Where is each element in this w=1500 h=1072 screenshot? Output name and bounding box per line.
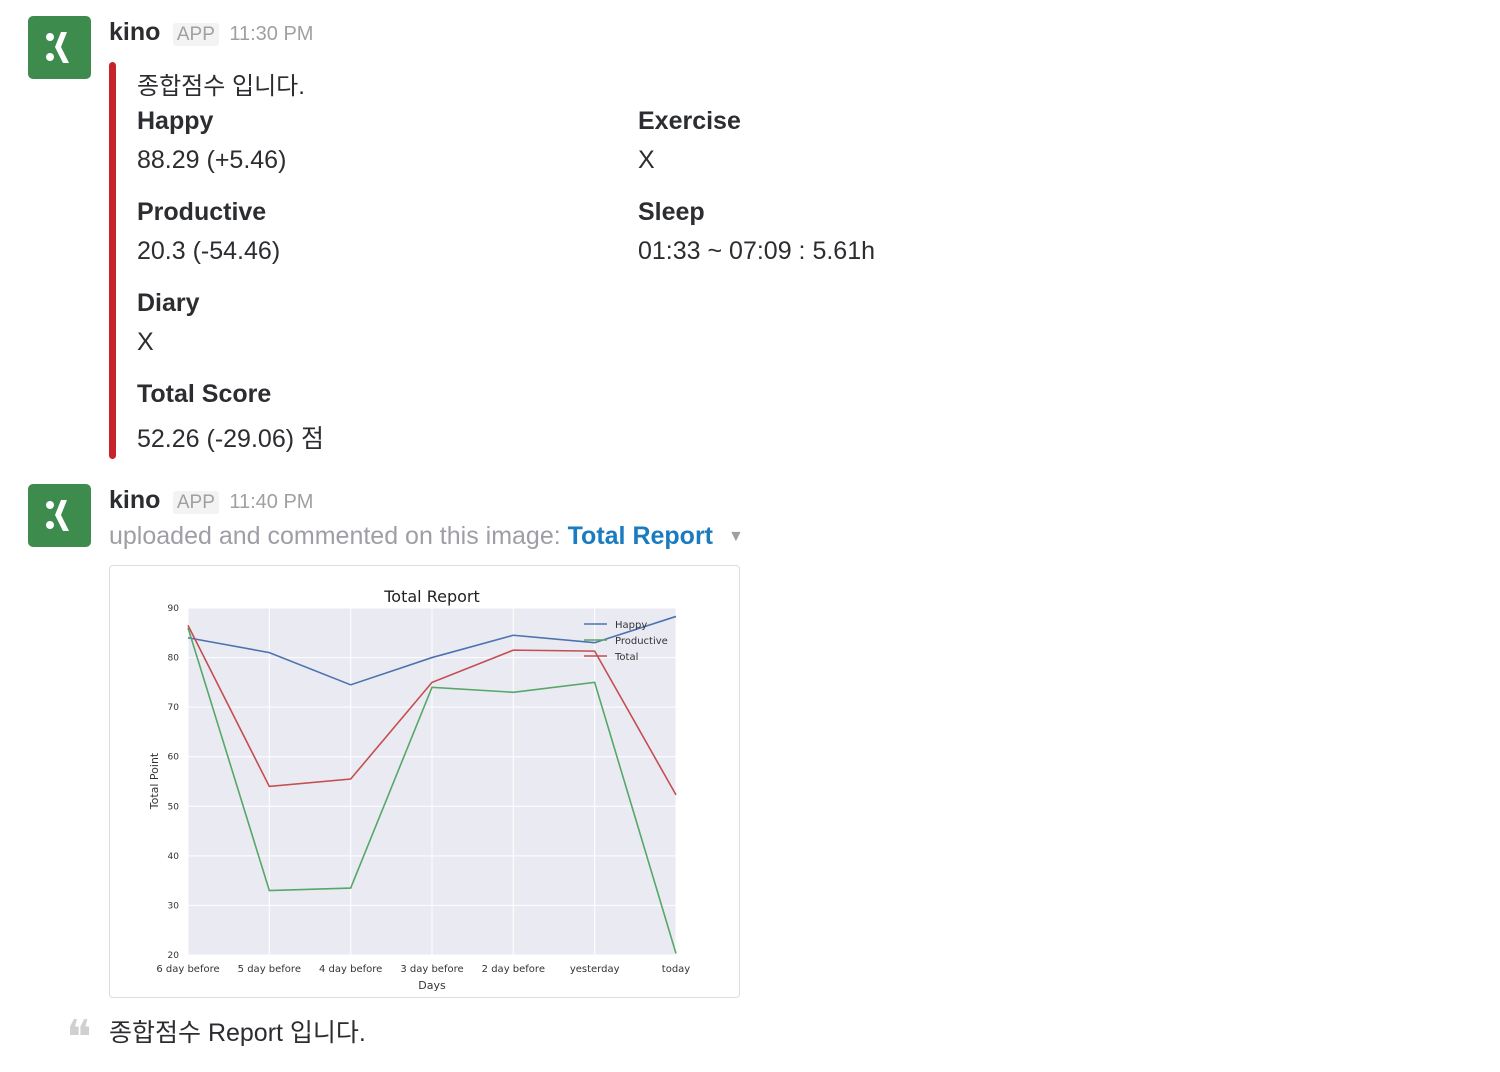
attachment-pretext: 종합점수 입니다.	[137, 73, 305, 100]
app-badge: APP	[172, 23, 219, 46]
message-2: kino APP 11:40 PM	[0, 484, 1500, 547]
quote-icon: ❝	[66, 1010, 92, 1066]
y-tick-label: 70	[168, 703, 180, 713]
field-value-happy: 88.29 (+5.46)	[137, 146, 287, 174]
message-header: kino APP 11:30 PM	[109, 18, 313, 52]
sender-name[interactable]: kino	[109, 486, 161, 514]
caret-down-icon[interactable]: ▼	[727, 528, 744, 546]
file-comment: 종합점수 Report 입니다.	[109, 1019, 366, 1047]
timestamp[interactable]: 11:30 PM	[229, 23, 314, 45]
x-tick-label: today	[662, 964, 691, 975]
chart-legend: Happy Productive Total	[584, 620, 668, 663]
x-tick-label: 2 day before	[482, 964, 545, 975]
field-title-total-score: Total Score	[137, 380, 272, 408]
field-title-happy: Happy	[137, 107, 214, 135]
x-tick-label: 3 day before	[400, 964, 463, 975]
y-tick-label: 30	[168, 901, 180, 911]
legend-label: Total	[614, 652, 638, 663]
y-tick-label: 20	[168, 951, 180, 961]
y-tick-label: 50	[168, 802, 180, 812]
y-tick-label: 60	[168, 753, 180, 763]
avatar[interactable]	[28, 16, 91, 79]
upload-description: uploaded and commented on this image: To…	[109, 522, 744, 551]
y-axis-label: Total Point	[148, 752, 161, 810]
chart-title: Total Report	[383, 587, 480, 606]
y-tick-label: 80	[168, 654, 180, 664]
field-title-productive: Productive	[137, 198, 267, 226]
field-title-exercise: Exercise	[638, 107, 741, 135]
timestamp[interactable]: 11:40 PM	[229, 491, 314, 513]
y-tick-label: 40	[168, 852, 180, 862]
image-preview[interactable]: 20 30 40 50 60 70 80 90 6 day before 5 day befor…	[109, 565, 740, 998]
x-tick-label: 6 day before	[156, 964, 219, 975]
message-header: kino APP 11:40 PM	[109, 486, 313, 520]
message-1: kino APP 11:30 PM 종합점수 입니다. Happy 88.29 …	[0, 16, 1500, 460]
field-title-diary: Diary	[137, 289, 200, 317]
series-line-total	[187, 624, 677, 796]
x-tick-label: yesterday	[570, 964, 620, 975]
kino-logo-icon	[46, 500, 69, 531]
field-title-sleep: Sleep	[638, 198, 705, 226]
series-line-happy	[187, 615, 677, 686]
legend-label: Happy	[615, 620, 647, 631]
app-badge: APP	[172, 491, 219, 514]
upload-text: uploaded and commented on this image:	[109, 522, 561, 550]
sender-name[interactable]: kino	[109, 18, 161, 46]
series-line-productive	[187, 627, 677, 954]
y-tick-label: 90	[168, 604, 180, 614]
x-tick-label: 5 day before	[238, 964, 301, 975]
kino-logo-icon	[46, 32, 69, 63]
line-chart: 20 30 40 50 60 70 80 90 6 day before 5 day befor…	[148, 587, 691, 992]
legend-label: Productive	[615, 636, 668, 647]
field-value-total-score: 52.26 (-29.06) 점	[137, 425, 324, 453]
avatar[interactable]	[28, 484, 91, 547]
field-value-productive: 20.3 (-54.46)	[137, 237, 281, 265]
attachment-color-bar	[109, 62, 116, 459]
x-tick-label: 4 day before	[319, 964, 382, 975]
field-value-exercise: X	[638, 146, 655, 174]
field-value-diary: X	[137, 328, 154, 356]
file-title-link[interactable]: Total Report	[567, 522, 714, 550]
x-axis-label: Days	[418, 979, 446, 992]
field-value-sleep: 01:33 ~ 07:09 : 5.61h	[638, 237, 876, 265]
